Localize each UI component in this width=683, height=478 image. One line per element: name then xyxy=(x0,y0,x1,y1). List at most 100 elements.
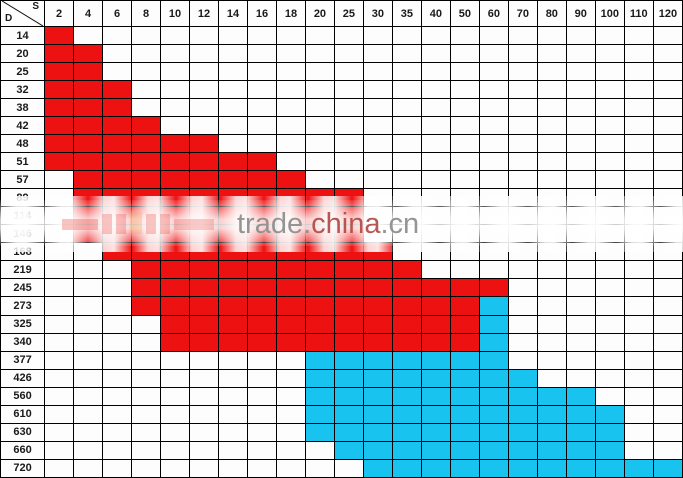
matrix-cell-red[interactable] xyxy=(102,134,133,154)
matrix-cell-empty[interactable] xyxy=(536,296,567,316)
matrix-cell-empty[interactable] xyxy=(218,368,248,388)
matrix-cell-empty[interactable] xyxy=(594,44,625,64)
matrix-cell-empty[interactable] xyxy=(565,260,596,280)
matrix-cell-empty[interactable] xyxy=(391,188,422,208)
matrix-cell-empty[interactable] xyxy=(478,188,509,208)
matrix-cell-empty[interactable] xyxy=(44,242,75,262)
matrix-cell-empty[interactable] xyxy=(362,98,393,118)
matrix-cell-empty[interactable] xyxy=(565,332,596,352)
matrix-cell-empty[interactable] xyxy=(449,80,480,100)
matrix-cell-empty[interactable] xyxy=(333,44,364,64)
matrix-cell-empty[interactable] xyxy=(246,386,277,406)
matrix-cell-red[interactable] xyxy=(44,62,75,82)
matrix-cell-empty[interactable] xyxy=(420,152,451,172)
matrix-cell-red[interactable] xyxy=(189,188,219,208)
matrix-cell-empty[interactable] xyxy=(536,116,567,136)
matrix-cell-cyan[interactable] xyxy=(565,440,596,460)
matrix-cell-empty[interactable] xyxy=(594,116,625,136)
matrix-cell-cyan[interactable] xyxy=(420,422,451,442)
matrix-cell-red[interactable] xyxy=(333,314,364,334)
matrix-cell-empty[interactable] xyxy=(507,350,538,370)
matrix-cell-cyan[interactable] xyxy=(536,404,567,424)
matrix-cell-empty[interactable] xyxy=(478,116,509,136)
matrix-cell-empty[interactable] xyxy=(652,80,683,100)
matrix-cell-red[interactable] xyxy=(304,278,335,298)
matrix-cell-empty[interactable] xyxy=(449,25,480,46)
matrix-cell-empty[interactable] xyxy=(391,152,422,172)
matrix-cell-empty[interactable] xyxy=(218,62,248,82)
matrix-cell-empty[interactable] xyxy=(160,458,191,478)
matrix-cell-empty[interactable] xyxy=(333,458,364,478)
matrix-cell-empty[interactable] xyxy=(536,80,567,100)
matrix-cell-empty[interactable] xyxy=(189,80,219,100)
matrix-cell-empty[interactable] xyxy=(507,242,538,262)
matrix-cell-empty[interactable] xyxy=(623,296,654,316)
matrix-cell-cyan[interactable] xyxy=(623,458,654,478)
matrix-cell-red[interactable] xyxy=(246,296,277,316)
matrix-cell-red[interactable] xyxy=(333,260,364,280)
matrix-cell-empty[interactable] xyxy=(333,25,364,46)
matrix-cell-empty[interactable] xyxy=(362,44,393,64)
matrix-cell-cyan[interactable] xyxy=(478,350,509,370)
matrix-cell-cyan[interactable] xyxy=(449,368,480,388)
matrix-cell-red[interactable] xyxy=(73,134,104,154)
matrix-cell-empty[interactable] xyxy=(420,206,451,226)
matrix-cell-empty[interactable] xyxy=(275,458,306,478)
matrix-cell-empty[interactable] xyxy=(449,206,480,226)
matrix-cell-empty[interactable] xyxy=(275,98,306,118)
matrix-cell-empty[interactable] xyxy=(594,368,625,388)
matrix-cell-empty[interactable] xyxy=(449,170,480,190)
matrix-cell-red[interactable] xyxy=(391,314,422,334)
matrix-cell-empty[interactable] xyxy=(594,350,625,370)
matrix-cell-empty[interactable] xyxy=(420,224,451,244)
matrix-cell-empty[interactable] xyxy=(131,422,162,442)
matrix-cell-red[interactable] xyxy=(218,260,248,280)
matrix-cell-empty[interactable] xyxy=(333,80,364,100)
matrix-cell-empty[interactable] xyxy=(478,44,509,64)
matrix-cell-cyan[interactable] xyxy=(536,386,567,406)
matrix-cell-empty[interactable] xyxy=(652,278,683,298)
matrix-cell-empty[interactable] xyxy=(218,98,248,118)
matrix-cell-empty[interactable] xyxy=(536,206,567,226)
matrix-cell-cyan[interactable] xyxy=(362,458,393,478)
matrix-cell-empty[interactable] xyxy=(391,25,422,46)
matrix-cell-empty[interactable] xyxy=(218,80,248,100)
matrix-cell-red[interactable] xyxy=(131,152,162,172)
matrix-cell-empty[interactable] xyxy=(131,386,162,406)
matrix-cell-cyan[interactable] xyxy=(420,404,451,424)
matrix-cell-empty[interactable] xyxy=(189,62,219,82)
matrix-cell-red[interactable] xyxy=(246,188,277,208)
matrix-cell-empty[interactable] xyxy=(44,386,75,406)
matrix-cell-empty[interactable] xyxy=(275,152,306,172)
matrix-cell-empty[interactable] xyxy=(623,25,654,46)
matrix-cell-empty[interactable] xyxy=(652,350,683,370)
matrix-cell-empty[interactable] xyxy=(623,206,654,226)
matrix-cell-empty[interactable] xyxy=(478,25,509,46)
matrix-cell-empty[interactable] xyxy=(449,62,480,82)
matrix-cell-red[interactable] xyxy=(131,134,162,154)
matrix-cell-empty[interactable] xyxy=(73,440,104,460)
matrix-cell-cyan[interactable] xyxy=(449,458,480,478)
matrix-cell-empty[interactable] xyxy=(73,296,104,316)
matrix-cell-cyan[interactable] xyxy=(333,422,364,442)
matrix-cell-cyan[interactable] xyxy=(391,386,422,406)
matrix-cell-cyan[interactable] xyxy=(420,458,451,478)
matrix-cell-red[interactable] xyxy=(160,296,191,316)
matrix-cell-empty[interactable] xyxy=(478,134,509,154)
matrix-cell-empty[interactable] xyxy=(275,350,306,370)
matrix-cell-empty[interactable] xyxy=(391,80,422,100)
matrix-cell-empty[interactable] xyxy=(565,134,596,154)
matrix-cell-red[interactable] xyxy=(131,188,162,208)
matrix-cell-empty[interactable] xyxy=(246,350,277,370)
matrix-cell-empty[interactable] xyxy=(131,98,162,118)
matrix-cell-empty[interactable] xyxy=(102,44,133,64)
matrix-cell-empty[interactable] xyxy=(362,116,393,136)
matrix-cell-empty[interactable] xyxy=(44,458,75,478)
matrix-cell-cyan[interactable] xyxy=(478,422,509,442)
matrix-cell-empty[interactable] xyxy=(507,260,538,280)
matrix-cell-cyan[interactable] xyxy=(420,386,451,406)
matrix-cell-red[interactable] xyxy=(218,314,248,334)
matrix-cell-empty[interactable] xyxy=(304,170,335,190)
matrix-cell-empty[interactable] xyxy=(44,350,75,370)
matrix-cell-empty[interactable] xyxy=(565,80,596,100)
